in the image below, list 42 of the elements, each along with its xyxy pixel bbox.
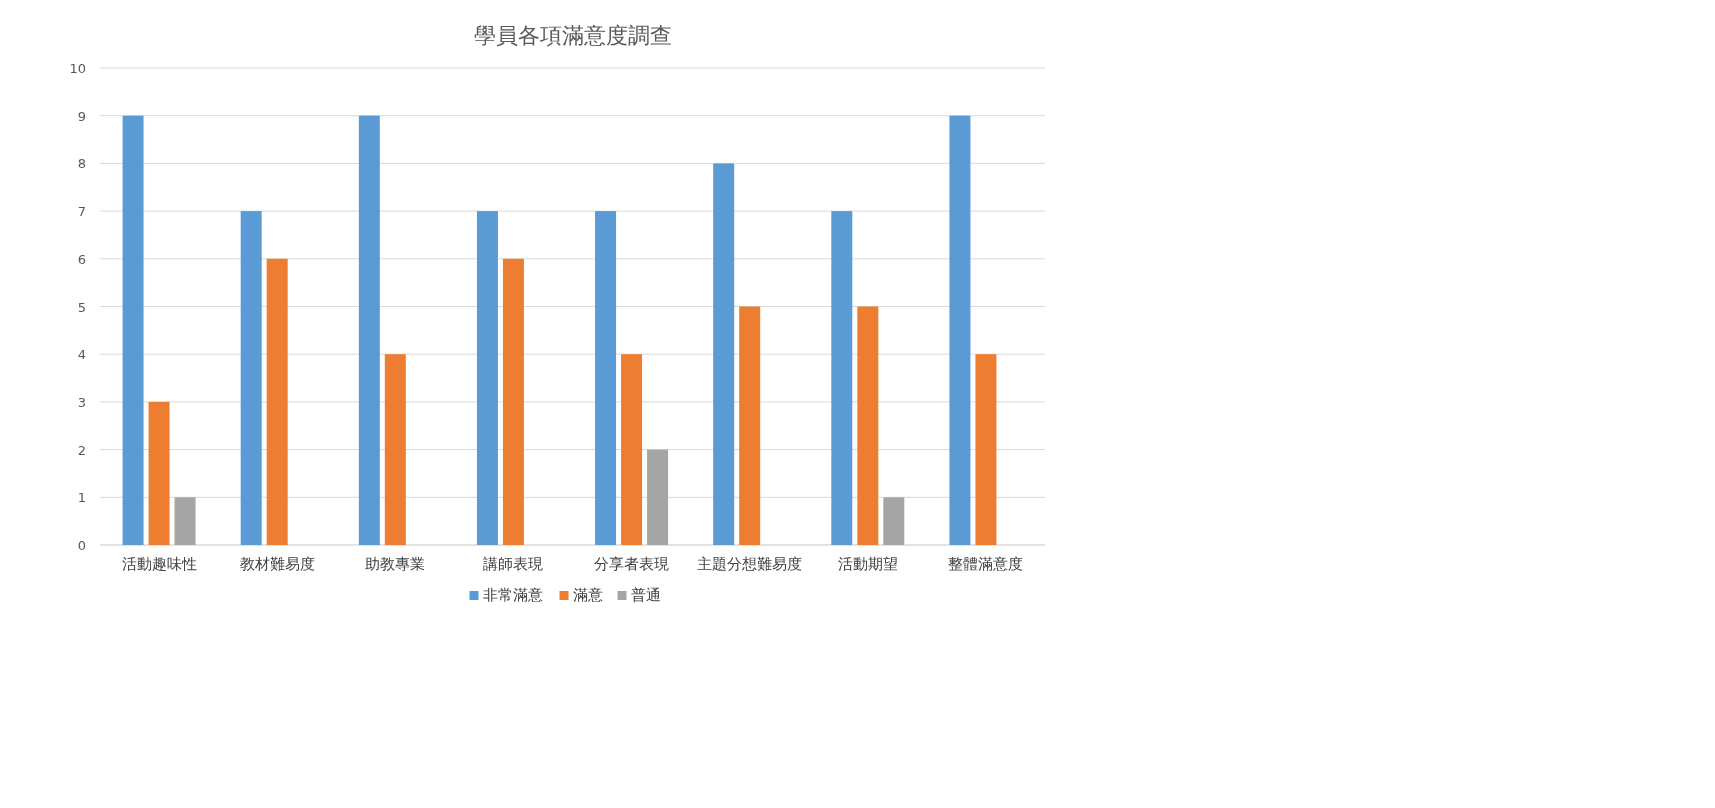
x-tick-label: 活動趣味性 bbox=[121, 555, 197, 573]
x-tick-label: 分享者表現 bbox=[594, 555, 670, 573]
chart-title: 學員各項滿意度調查 bbox=[473, 23, 672, 48]
legend-label: 滿意 bbox=[572, 586, 603, 604]
bar bbox=[621, 354, 643, 545]
y-tick-label: 7 bbox=[77, 204, 86, 220]
bar bbox=[266, 258, 288, 545]
x-tick-label: 整體滿意度 bbox=[948, 555, 1024, 573]
legend-label: 普通 bbox=[630, 586, 661, 604]
y-tick-label: 0 bbox=[77, 538, 86, 553]
x-tick-label: 教材難易度 bbox=[239, 555, 315, 573]
bar bbox=[949, 115, 971, 545]
y-tick-label: 2 bbox=[77, 442, 86, 458]
y-tick-label: 6 bbox=[77, 251, 86, 267]
y-tick-label: 8 bbox=[77, 156, 86, 172]
bar bbox=[857, 306, 879, 545]
bar bbox=[358, 115, 380, 545]
bar bbox=[831, 211, 853, 545]
y-tick-label: 3 bbox=[77, 394, 86, 410]
legend-label: 非常滿意 bbox=[482, 586, 543, 604]
bar bbox=[502, 258, 524, 545]
bar bbox=[883, 497, 905, 545]
y-tick-label: 10 bbox=[69, 61, 86, 76]
bar bbox=[148, 401, 170, 545]
bar bbox=[595, 211, 617, 545]
y-tick-label: 4 bbox=[77, 347, 86, 363]
bar bbox=[384, 354, 406, 545]
x-tick-label: 講師表現 bbox=[483, 555, 544, 573]
x-tick-label: 助教專業 bbox=[365, 555, 426, 573]
bar bbox=[739, 306, 761, 545]
bar bbox=[174, 497, 196, 545]
bar bbox=[240, 211, 262, 545]
bar bbox=[647, 449, 669, 545]
bar bbox=[476, 211, 498, 545]
x-tick-label: 主題分想難易度 bbox=[697, 555, 803, 573]
bar bbox=[975, 354, 997, 545]
bar bbox=[713, 163, 735, 545]
y-tick-label: 1 bbox=[77, 490, 86, 506]
y-tick-label: 5 bbox=[77, 299, 86, 315]
y-tick-label: 9 bbox=[77, 108, 86, 124]
bar bbox=[122, 115, 144, 545]
x-tick-label: 活動期望 bbox=[837, 555, 898, 573]
